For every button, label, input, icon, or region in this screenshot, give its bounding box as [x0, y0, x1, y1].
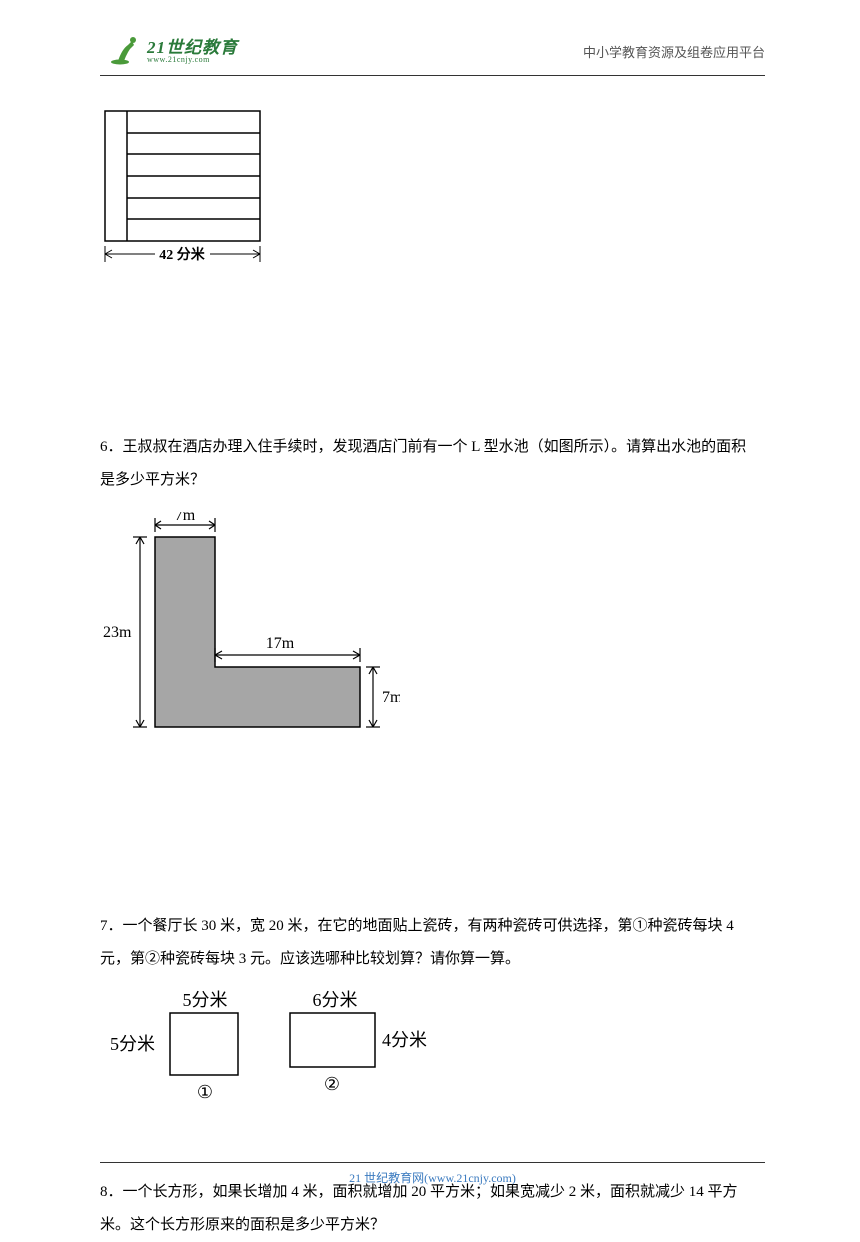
logo-text: 21世纪教育 www.21cnjy.com	[147, 39, 238, 64]
logo-main-text: 21世纪教育	[147, 39, 238, 56]
tile2-top: 6分米	[313, 990, 358, 1010]
l-middle-label: 17m	[266, 635, 295, 652]
page-footer: 21 世纪教育网(www.21cnjy.com)	[100, 1162, 765, 1186]
question-6-text: 王叔叔在酒店办理入住手续时，发现酒店门前有一个 L 型水池（如图所示）。请算出水…	[100, 439, 746, 488]
question-8-number: 8．	[100, 1184, 123, 1200]
footer-text: 21 世纪教育网(www.21cnjy.com)	[349, 1171, 516, 1185]
question-6-number: 6．	[100, 439, 123, 455]
grid-diagram: 42 分米	[100, 106, 760, 271]
logo-icon	[110, 35, 142, 67]
question-7-text: 一个餐厅长 30 米，宽 20 米，在它的地面贴上瓷砖，有两种瓷砖可供选择，第①…	[100, 918, 734, 967]
grid-width-label: 42 分米	[159, 246, 205, 263]
tile1-top: 5分米	[183, 990, 228, 1010]
tile2-label: ②	[324, 1074, 340, 1094]
l-left-label: 23m	[103, 624, 132, 641]
page-content: 42 分米 6．王叔叔在酒店办理入住手续时，发现酒店门前有一个 L 型水池（如图…	[0, 106, 860, 1242]
l-top-label: 7m	[175, 512, 196, 524]
header-right-text: 中小学教育资源及组卷应用平台	[583, 42, 765, 61]
logo-sub-text: www.21cnjy.com	[147, 56, 238, 64]
l-shape-diagram: 7m 23m 17m	[100, 512, 760, 755]
tile1-left: 5分米	[110, 1034, 155, 1054]
l-right-label: 7m	[382, 689, 400, 706]
question-7: 7．一个餐厅长 30 米，宽 20 米，在它的地面贴上瓷砖，有两种瓷砖可供选择，…	[100, 910, 760, 1121]
question-6: 6．王叔叔在酒店办理入住手续时，发现酒店门前有一个 L 型水池（如图所示）。请算…	[100, 431, 760, 755]
logo: 21世纪教育 www.21cnjy.com	[110, 35, 238, 67]
tile1-label: ①	[197, 1082, 213, 1102]
question-8-text: 一个长方形，如果长增加 4 米，面积就增加 20 平方米；如果宽减少 2 米，面…	[100, 1184, 738, 1233]
tile2-right: 4分米	[382, 1030, 427, 1050]
page-header: 21世纪教育 www.21cnjy.com 中小学教育资源及组卷应用平台	[100, 0, 765, 76]
tile-diagram: 5分米 5分米 ① 6分米 4分米 ②	[110, 988, 760, 1121]
question-7-number: 7．	[100, 918, 123, 934]
